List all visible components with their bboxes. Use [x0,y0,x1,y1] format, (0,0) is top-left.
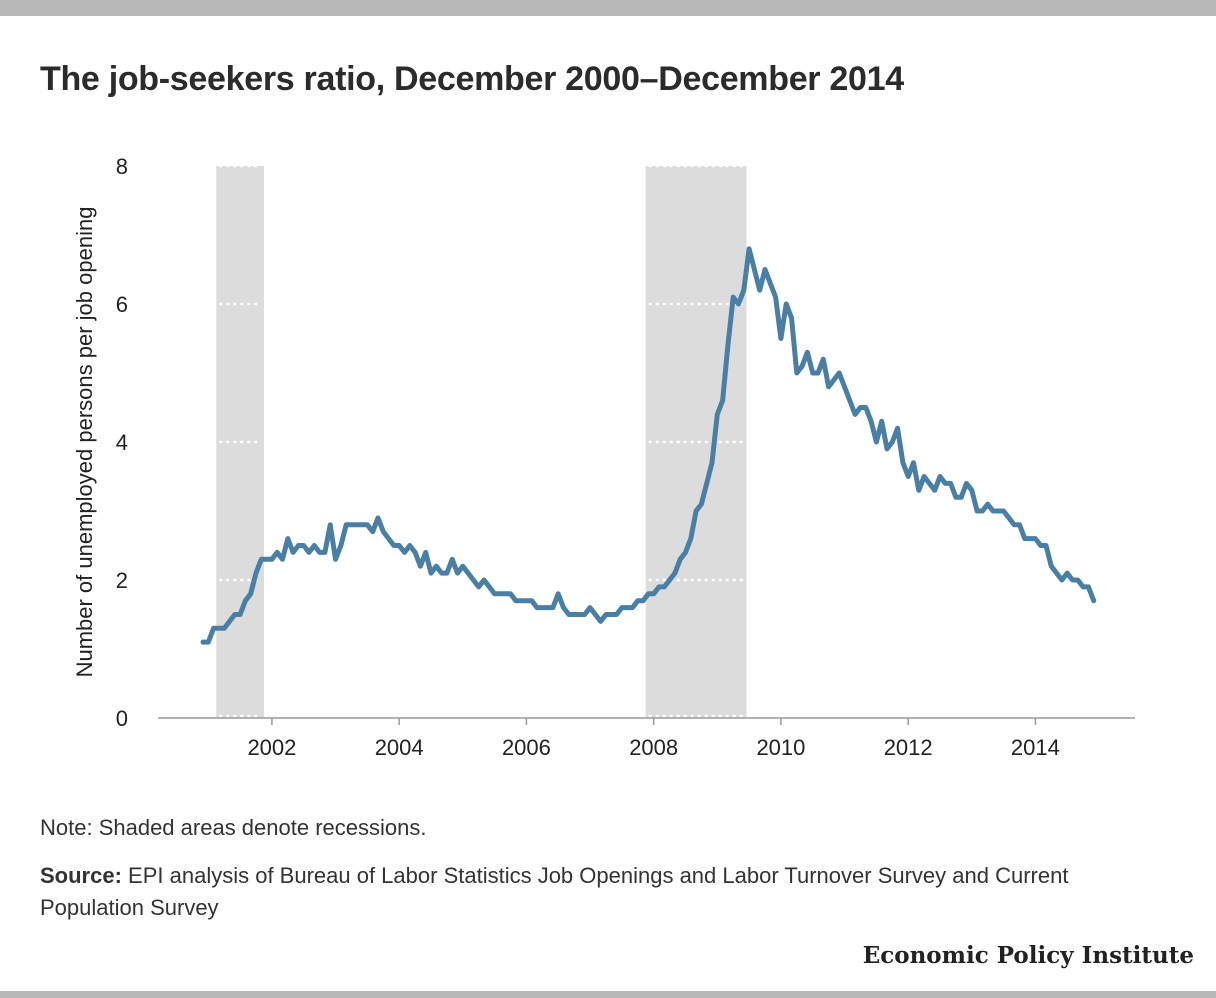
recession-bands [216,166,747,718]
chart-note: Note: Shaded areas denote recessions. [40,815,427,840]
series-line [200,246,1097,645]
x-tick-label: 2012 [884,735,933,760]
source-label: Source: [40,863,122,888]
y-tick-label: 6 [116,292,128,317]
y-tick-label: 8 [116,154,128,179]
source-text: EPI analysis of Bureau of Labor Statisti… [40,863,1069,920]
x-tick-label: 2008 [629,735,678,760]
x-tick-label: 2002 [247,735,296,760]
y-tick-label: 0 [116,706,128,731]
y-tick-label: 2 [116,568,128,593]
line-chart: 0 2 4 6 8 2002 2004 2006 2008 2010 2012 2014 Numbe… [72,154,1135,760]
y-tick-label: 4 [116,430,128,455]
bottom-border [0,991,1216,998]
chart-source: Source: EPI analysis of Bureau of Labor … [40,860,1160,924]
x-tick-label: 2004 [375,735,424,760]
recession-band-2 [645,166,747,718]
x-tick-label: 2014 [1011,735,1060,760]
gridlines [219,164,744,718]
x-tick-labels: 2002 2004 2006 2008 2010 2012 2014 [247,735,1059,760]
x-tick-label: 2006 [502,735,551,760]
top-border [0,0,1216,16]
y-tick-labels: 0 2 4 6 8 [116,154,128,731]
axis-ticks [271,718,1037,725]
chart-title: The job-seekers ratio, December 2000–Dec… [40,60,904,98]
brand-logo: Economic Policy Institute [862,942,1194,969]
x-tick-label: 2010 [756,735,805,760]
y-axis-label: Number of unemployed persons per job ope… [72,207,97,678]
